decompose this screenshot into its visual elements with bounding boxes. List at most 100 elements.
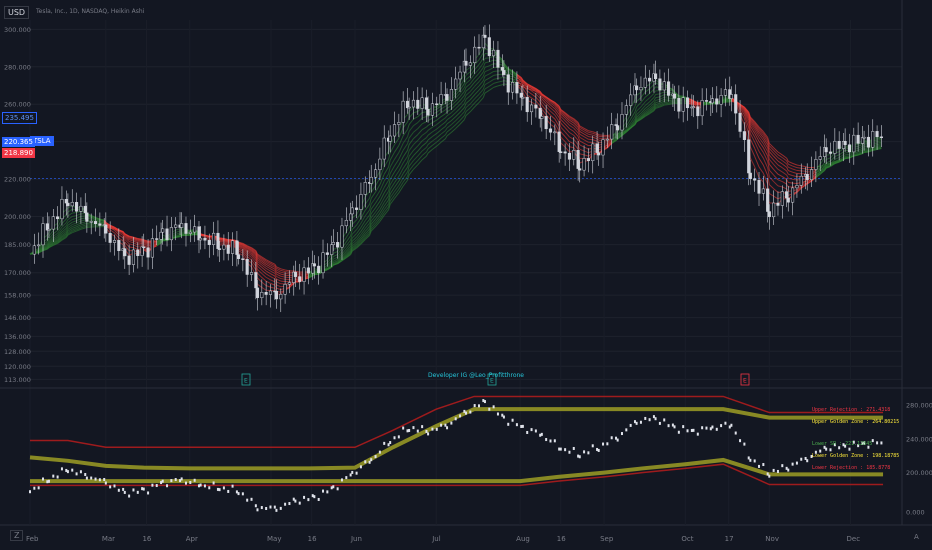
ribbon-line: [219, 240, 224, 243]
ribbon-line: [402, 129, 408, 136]
ribbon-line: [80, 223, 86, 226]
ribbon-line: [427, 140, 433, 145]
ribbon-line: [337, 257, 343, 263]
ribbon-line: [535, 93, 541, 99]
ribbon-line: [564, 112, 570, 117]
ribbon-line: [242, 249, 248, 255]
ribbon-line: [276, 266, 281, 270]
ribbon-line: [659, 100, 665, 104]
ribbon-line: [242, 247, 248, 253]
ribbon-line: [351, 224, 357, 230]
zone-label: Upper Rejection :: [812, 407, 864, 413]
ribbon-line: [421, 121, 427, 125]
ribbon-line: [440, 102, 446, 107]
ribbon-line: [67, 208, 73, 213]
ribbon-line: [446, 108, 452, 113]
ribbon-line: [768, 184, 774, 190]
ribbon-line: [564, 141, 570, 148]
ribbon-line: [569, 132, 575, 136]
ribbon-line: [786, 170, 789, 175]
ribbon-line: [65, 229, 69, 233]
osc-candle: [166, 484, 169, 488]
candle-body: [174, 224, 178, 228]
ribbon-line: [520, 81, 524, 84]
ribbon-line: [383, 185, 389, 194]
ribbon-line: [285, 274, 290, 277]
candle-body: [32, 245, 36, 255]
ribbon-line: [114, 230, 120, 236]
candle-body: [677, 98, 681, 112]
ribbon-line: [617, 134, 623, 139]
ribbon-line: [364, 233, 370, 239]
zoom-button[interactable]: Z: [10, 530, 24, 541]
ribbon-line: [489, 82, 494, 87]
osc-candle: [762, 463, 765, 467]
ribbon-line: [421, 137, 427, 142]
osc-candle: [553, 439, 556, 443]
ribbon-line: [815, 168, 821, 172]
x-tick-label: Feb: [26, 535, 39, 543]
ribbon-line: [777, 179, 783, 183]
ribbon-line: [659, 96, 665, 100]
ribbon-line: [478, 71, 484, 78]
ribbon-line: [124, 236, 130, 242]
x-tick-label: Aug: [516, 535, 530, 543]
ribbon-line: [408, 144, 414, 151]
candle-body: [487, 37, 491, 57]
osc-candle: [250, 497, 253, 501]
ribbon-line: [768, 151, 775, 157]
candle-body: [51, 216, 55, 230]
currency-button[interactable]: USD: [4, 6, 30, 19]
osc-candle: [768, 474, 771, 478]
ribbon-line: [469, 81, 476, 88]
ribbon-line: [280, 278, 286, 280]
osc-candle: [463, 409, 466, 413]
osc-candle: [241, 492, 244, 496]
ribbon-line: [659, 98, 665, 102]
ribbon-line: [375, 221, 381, 227]
ribbon-line: [308, 274, 313, 278]
ribbon-line: [579, 133, 585, 138]
osc-candle: [711, 425, 714, 429]
ribbon-line: [743, 112, 750, 124]
ribbon-line: [497, 77, 503, 79]
ribbon-line: [768, 176, 775, 182]
candle-body: [188, 231, 192, 234]
ribbon-line: [758, 129, 764, 136]
ribbon-line: [465, 103, 471, 108]
ribbon-line: [484, 89, 490, 94]
osc-candle: [189, 481, 192, 485]
ribbon-line: [251, 259, 257, 267]
ribbon-line: [370, 221, 376, 228]
ribbon-line: [426, 129, 429, 133]
ribbon-line: [579, 153, 585, 156]
osc-candle: [734, 431, 737, 435]
candle-body: [860, 137, 865, 144]
osc-candle: [406, 429, 409, 433]
osc-candle: [602, 442, 605, 446]
candle-body: [142, 246, 146, 249]
ribbon-line: [76, 215, 82, 219]
ribbon-line: [522, 88, 528, 96]
ribbon-line: [345, 230, 352, 238]
ribbon-line: [792, 165, 798, 169]
ribbon-line: [527, 85, 532, 88]
ribbon-line: [383, 195, 389, 203]
ribbon-line: [762, 131, 769, 138]
candle-body: [582, 158, 586, 171]
ribbon-line: [668, 103, 673, 105]
osc-candle: [222, 486, 225, 490]
ribbon-line: [375, 190, 381, 199]
ribbon-line: [57, 226, 63, 234]
osc-candle: [709, 427, 712, 431]
ribbon-line: [792, 178, 798, 181]
ribbon-line: [65, 234, 69, 238]
osc-candle: [231, 484, 234, 488]
auto-scale-button[interactable]: A: [914, 533, 919, 541]
osc-candle: [758, 464, 761, 468]
x-tick-label: 17: [725, 535, 734, 543]
ribbon-line: [465, 71, 471, 76]
candle-body: [871, 131, 875, 148]
ribbon-line: [99, 218, 105, 221]
ribbon-line: [246, 245, 252, 249]
